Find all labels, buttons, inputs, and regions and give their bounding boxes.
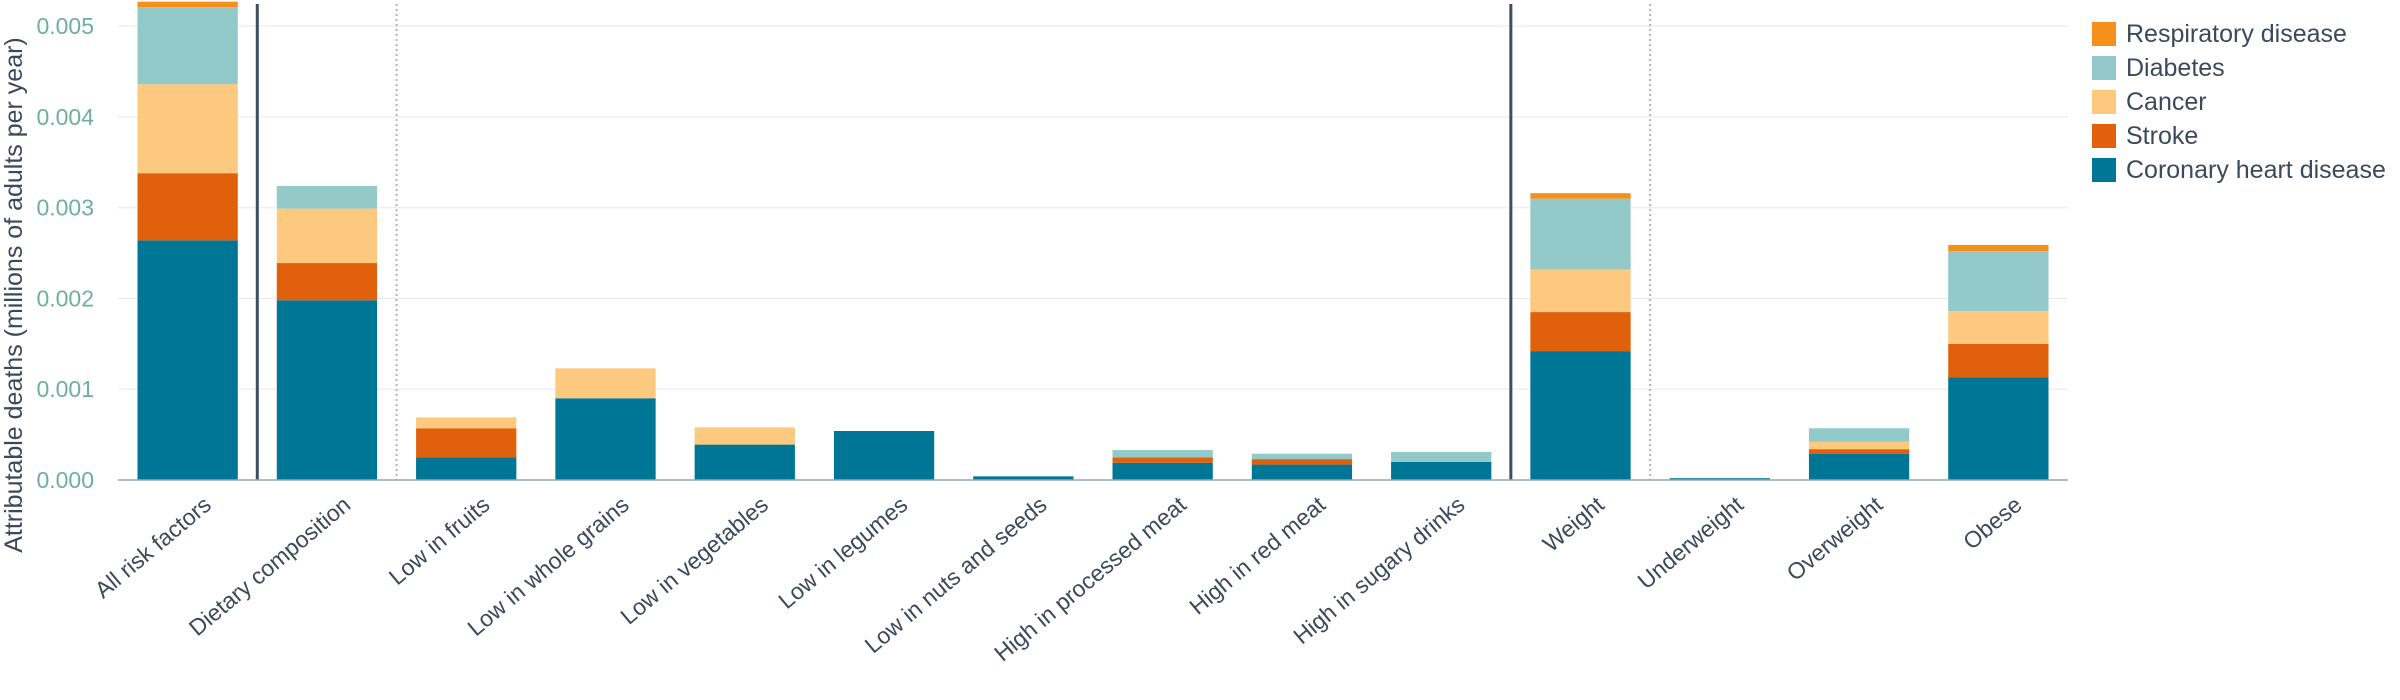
bar-segment-respiratory-disease[interactable]	[1948, 244, 2049, 252]
legend-item-cancer[interactable]: Cancer	[2092, 88, 2207, 116]
bar-segment-diabetes[interactable]	[1808, 428, 1910, 442]
bar-segment-cancer[interactable]	[694, 427, 795, 445]
x-tick-label: Low in legumes	[773, 491, 912, 614]
bar-segment-coronary-heart-disease[interactable]	[137, 240, 238, 480]
x-tick-label: Low in fruits	[384, 491, 495, 590]
bar-group-obese[interactable]	[1948, 244, 2049, 480]
bar-group-high-in-processed-meat[interactable]	[1112, 450, 1213, 480]
y-axis-title: Attributable deaths (millions of adults …	[0, 37, 28, 553]
y-tick-label: 0.000	[36, 467, 94, 493]
bar-group-overweight[interactable]	[1808, 428, 1910, 480]
bar-segment-coronary-heart-disease[interactable]	[1391, 461, 1492, 480]
bar-segment-stroke[interactable]	[137, 173, 238, 241]
bars	[137, 1, 2049, 480]
legend-label: Respiratory disease	[2126, 20, 2347, 48]
bar-group-high-in-sugary-drinks[interactable]	[1391, 451, 1492, 480]
legend-swatch	[2092, 22, 2116, 46]
legend-label: Stroke	[2126, 122, 2198, 150]
legend-swatch	[2092, 158, 2116, 182]
bar-group-low-in-fruits[interactable]	[416, 417, 517, 480]
bar-group-all-risk-factors[interactable]	[137, 1, 238, 480]
x-tick-label: Weight	[1538, 491, 1610, 557]
bar-segment-cancer[interactable]	[1808, 441, 1910, 450]
legend-label: Diabetes	[2126, 54, 2225, 82]
bar-segment-coronary-heart-disease[interactable]	[1669, 478, 1770, 480]
y-tick-label: 0.002	[36, 285, 94, 311]
bar-segment-stroke[interactable]	[1251, 459, 1353, 465]
bar-segment-respiratory-disease[interactable]	[137, 1, 238, 8]
bar-segment-stroke[interactable]	[276, 263, 378, 301]
legend-item-respiratory-disease[interactable]: Respiratory disease	[2092, 20, 2347, 48]
bar-segment-diabetes[interactable]	[137, 7, 238, 85]
legend-swatch	[2092, 124, 2116, 148]
bar-group-low-in-vegetables[interactable]	[694, 427, 795, 480]
y-tick-label: 0.001	[36, 376, 94, 402]
bar-segment-diabetes[interactable]	[1251, 453, 1353, 460]
y-tick-label: 0.004	[36, 104, 94, 130]
legend-item-coronary-heart-disease[interactable]: Coronary heart disease	[2092, 156, 2386, 184]
bar-segment-cancer[interactable]	[1948, 311, 2049, 344]
bar-segment-coronary-heart-disease[interactable]	[973, 476, 1074, 480]
x-tick-label: High in red meat	[1184, 491, 1330, 620]
bar-group-low-in-legumes[interactable]	[833, 430, 935, 480]
x-tick-label: Obese	[1958, 491, 2027, 554]
bar-segment-diabetes[interactable]	[1391, 451, 1492, 462]
gridlines	[118, 25, 2068, 390]
bar-segment-stroke[interactable]	[1808, 449, 1910, 454]
bar-group-dietary-composition[interactable]	[276, 185, 378, 480]
x-tick-label: Overweight	[1782, 491, 1888, 586]
y-tick-label: 0.003	[36, 195, 94, 221]
bar-segment-stroke[interactable]	[1948, 343, 2049, 378]
y-tick-label: 0.005	[36, 13, 94, 39]
bar-segment-respiratory-disease[interactable]	[1530, 193, 1631, 199]
bar-segment-cancer[interactable]	[137, 84, 238, 174]
legend-item-diabetes[interactable]: Diabetes	[2092, 54, 2225, 82]
bar-segment-cancer[interactable]	[555, 368, 656, 399]
bar-segment-coronary-heart-disease[interactable]	[1808, 453, 1910, 480]
bar-group-underweight[interactable]	[1669, 478, 1770, 480]
bar-segment-coronary-heart-disease[interactable]	[416, 457, 517, 480]
bar-group-weight[interactable]	[1530, 193, 1631, 480]
group-separators	[255, 4, 1652, 480]
legend-swatch	[2092, 56, 2116, 80]
x-tick-label: All risk factors	[90, 491, 216, 603]
bar-segment-coronary-heart-disease[interactable]	[833, 430, 935, 480]
legend-swatch	[2092, 90, 2116, 114]
x-tick-label: Underweight	[1632, 491, 1748, 594]
bar-segment-coronary-heart-disease[interactable]	[1530, 351, 1631, 480]
bar-group-low-in-whole-grains[interactable]	[555, 368, 656, 480]
bar-segment-cancer[interactable]	[276, 208, 378, 264]
x-tick-label: Low in vegetables	[615, 491, 773, 629]
bar-segment-stroke[interactable]	[416, 428, 517, 458]
bar-segment-coronary-heart-disease[interactable]	[694, 444, 795, 480]
bar-segment-coronary-heart-disease[interactable]	[276, 300, 378, 480]
bar-group-low-in-nuts-and-seeds[interactable]	[973, 476, 1074, 480]
bar-segment-diabetes[interactable]	[1530, 198, 1631, 270]
bar-segment-coronary-heart-disease[interactable]	[1948, 377, 2049, 480]
bar-segment-coronary-heart-disease[interactable]	[555, 398, 656, 480]
bar-group-high-in-red-meat[interactable]	[1251, 453, 1353, 480]
bar-segment-diabetes[interactable]	[1948, 251, 2049, 312]
legend-item-stroke[interactable]: Stroke	[2092, 122, 2198, 150]
legend-label: Coronary heart disease	[2126, 156, 2386, 184]
bar-segment-cancer[interactable]	[416, 417, 517, 429]
bar-segment-cancer[interactable]	[1530, 269, 1631, 313]
bar-segment-coronary-heart-disease[interactable]	[1251, 464, 1353, 480]
bar-segment-coronary-heart-disease[interactable]	[1112, 462, 1213, 480]
bar-segment-diabetes[interactable]	[276, 185, 378, 209]
bar-segment-diabetes[interactable]	[1112, 450, 1213, 458]
bar-segment-stroke[interactable]	[1530, 312, 1631, 352]
legend-label: Cancer	[2126, 88, 2207, 116]
legend[interactable]: Respiratory disease Diabetes Cancer Stroke C…	[2092, 20, 2386, 184]
bar-segment-stroke[interactable]	[1112, 457, 1213, 463]
